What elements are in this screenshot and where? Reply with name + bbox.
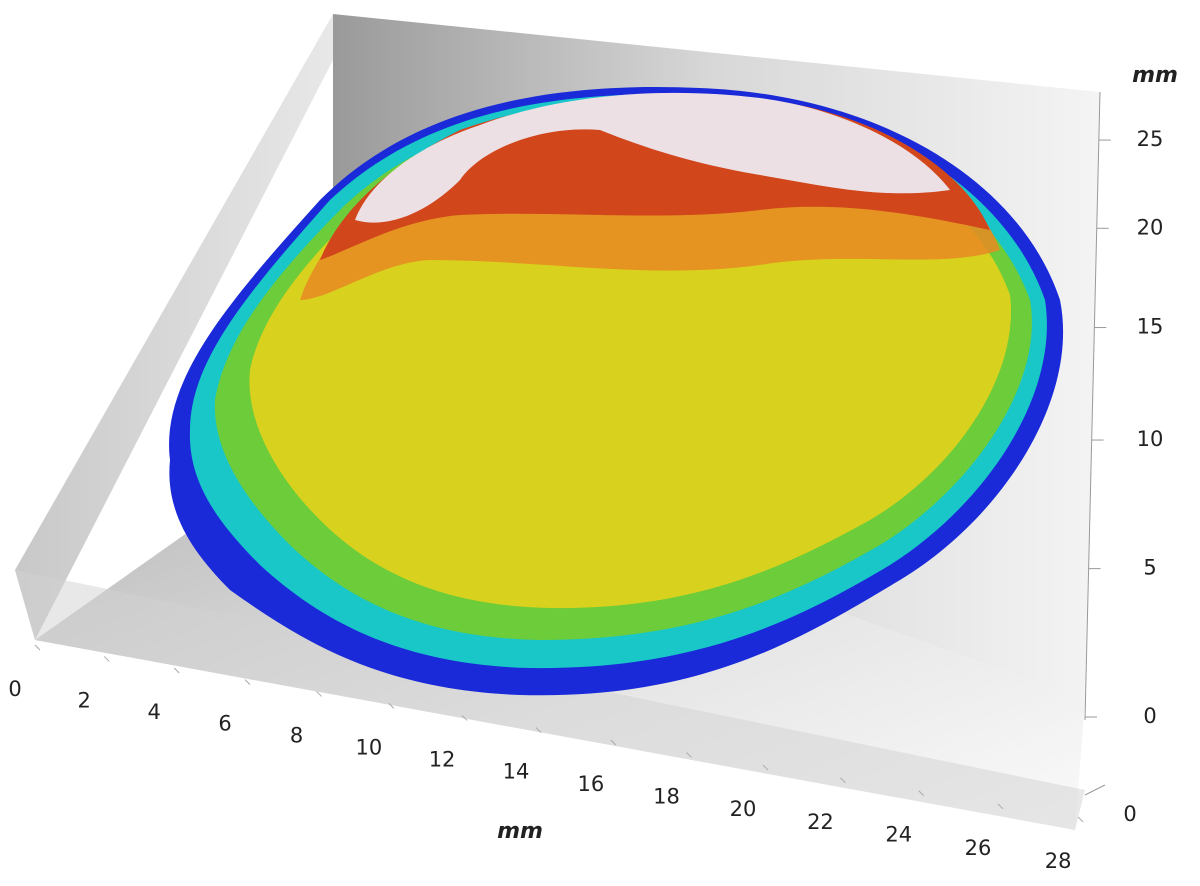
z-tick-label: 10	[1137, 427, 1164, 451]
front-edge	[15, 570, 1085, 830]
x-tick-label: 18	[653, 784, 680, 808]
x-tick-label: 26	[965, 836, 992, 860]
x-axis-label: mm	[497, 819, 543, 844]
x-tick-label: 20	[730, 797, 757, 821]
x-tick-label: 24	[885, 823, 912, 847]
x-tick-label: 0	[8, 677, 21, 701]
z-tick-label: 15	[1137, 315, 1164, 339]
y-tick	[1084, 784, 1106, 796]
x-tick	[610, 739, 617, 746]
y-tick-label: 0	[1123, 802, 1136, 826]
z-tick-label: 20	[1137, 215, 1164, 239]
x-tick	[918, 790, 925, 797]
x-tick-label: 14	[503, 760, 530, 784]
z-axis	[1084, 91, 1101, 721]
left-wall	[15, 14, 333, 640]
z-tick-label: 0	[1143, 704, 1156, 728]
x-tick-label: 22	[807, 810, 834, 834]
z-tick-label: 25	[1137, 127, 1164, 151]
surface	[169, 86, 1064, 696]
x-tick	[461, 715, 468, 721]
x-tick-label: 4	[148, 700, 161, 724]
x-tick-label: 12	[429, 747, 456, 771]
surface-peak	[355, 92, 950, 223]
x-tick	[686, 752, 692, 758]
x-tick	[840, 777, 846, 784]
x-tick-label: 2	[78, 688, 91, 712]
x-tick-label: 8	[290, 723, 303, 747]
x-tick	[34, 644, 41, 651]
x-tick-label: 6	[218, 712, 231, 736]
x-tick	[997, 803, 1004, 810]
x-tick-label: 16	[577, 772, 604, 796]
x-tick	[388, 703, 395, 709]
x-tick-label: 10	[356, 735, 383, 759]
x-tick-label: 28	[1045, 849, 1072, 873]
x-tick	[535, 727, 542, 733]
x-tick	[103, 656, 110, 662]
x-tick	[1077, 816, 1084, 823]
x-tick	[316, 691, 322, 697]
x-tick	[173, 667, 180, 674]
x-tick	[244, 679, 251, 685]
z-tick-label: 5	[1143, 556, 1156, 580]
z-axis-label: mm	[1132, 63, 1178, 88]
x-tick	[762, 764, 769, 771]
